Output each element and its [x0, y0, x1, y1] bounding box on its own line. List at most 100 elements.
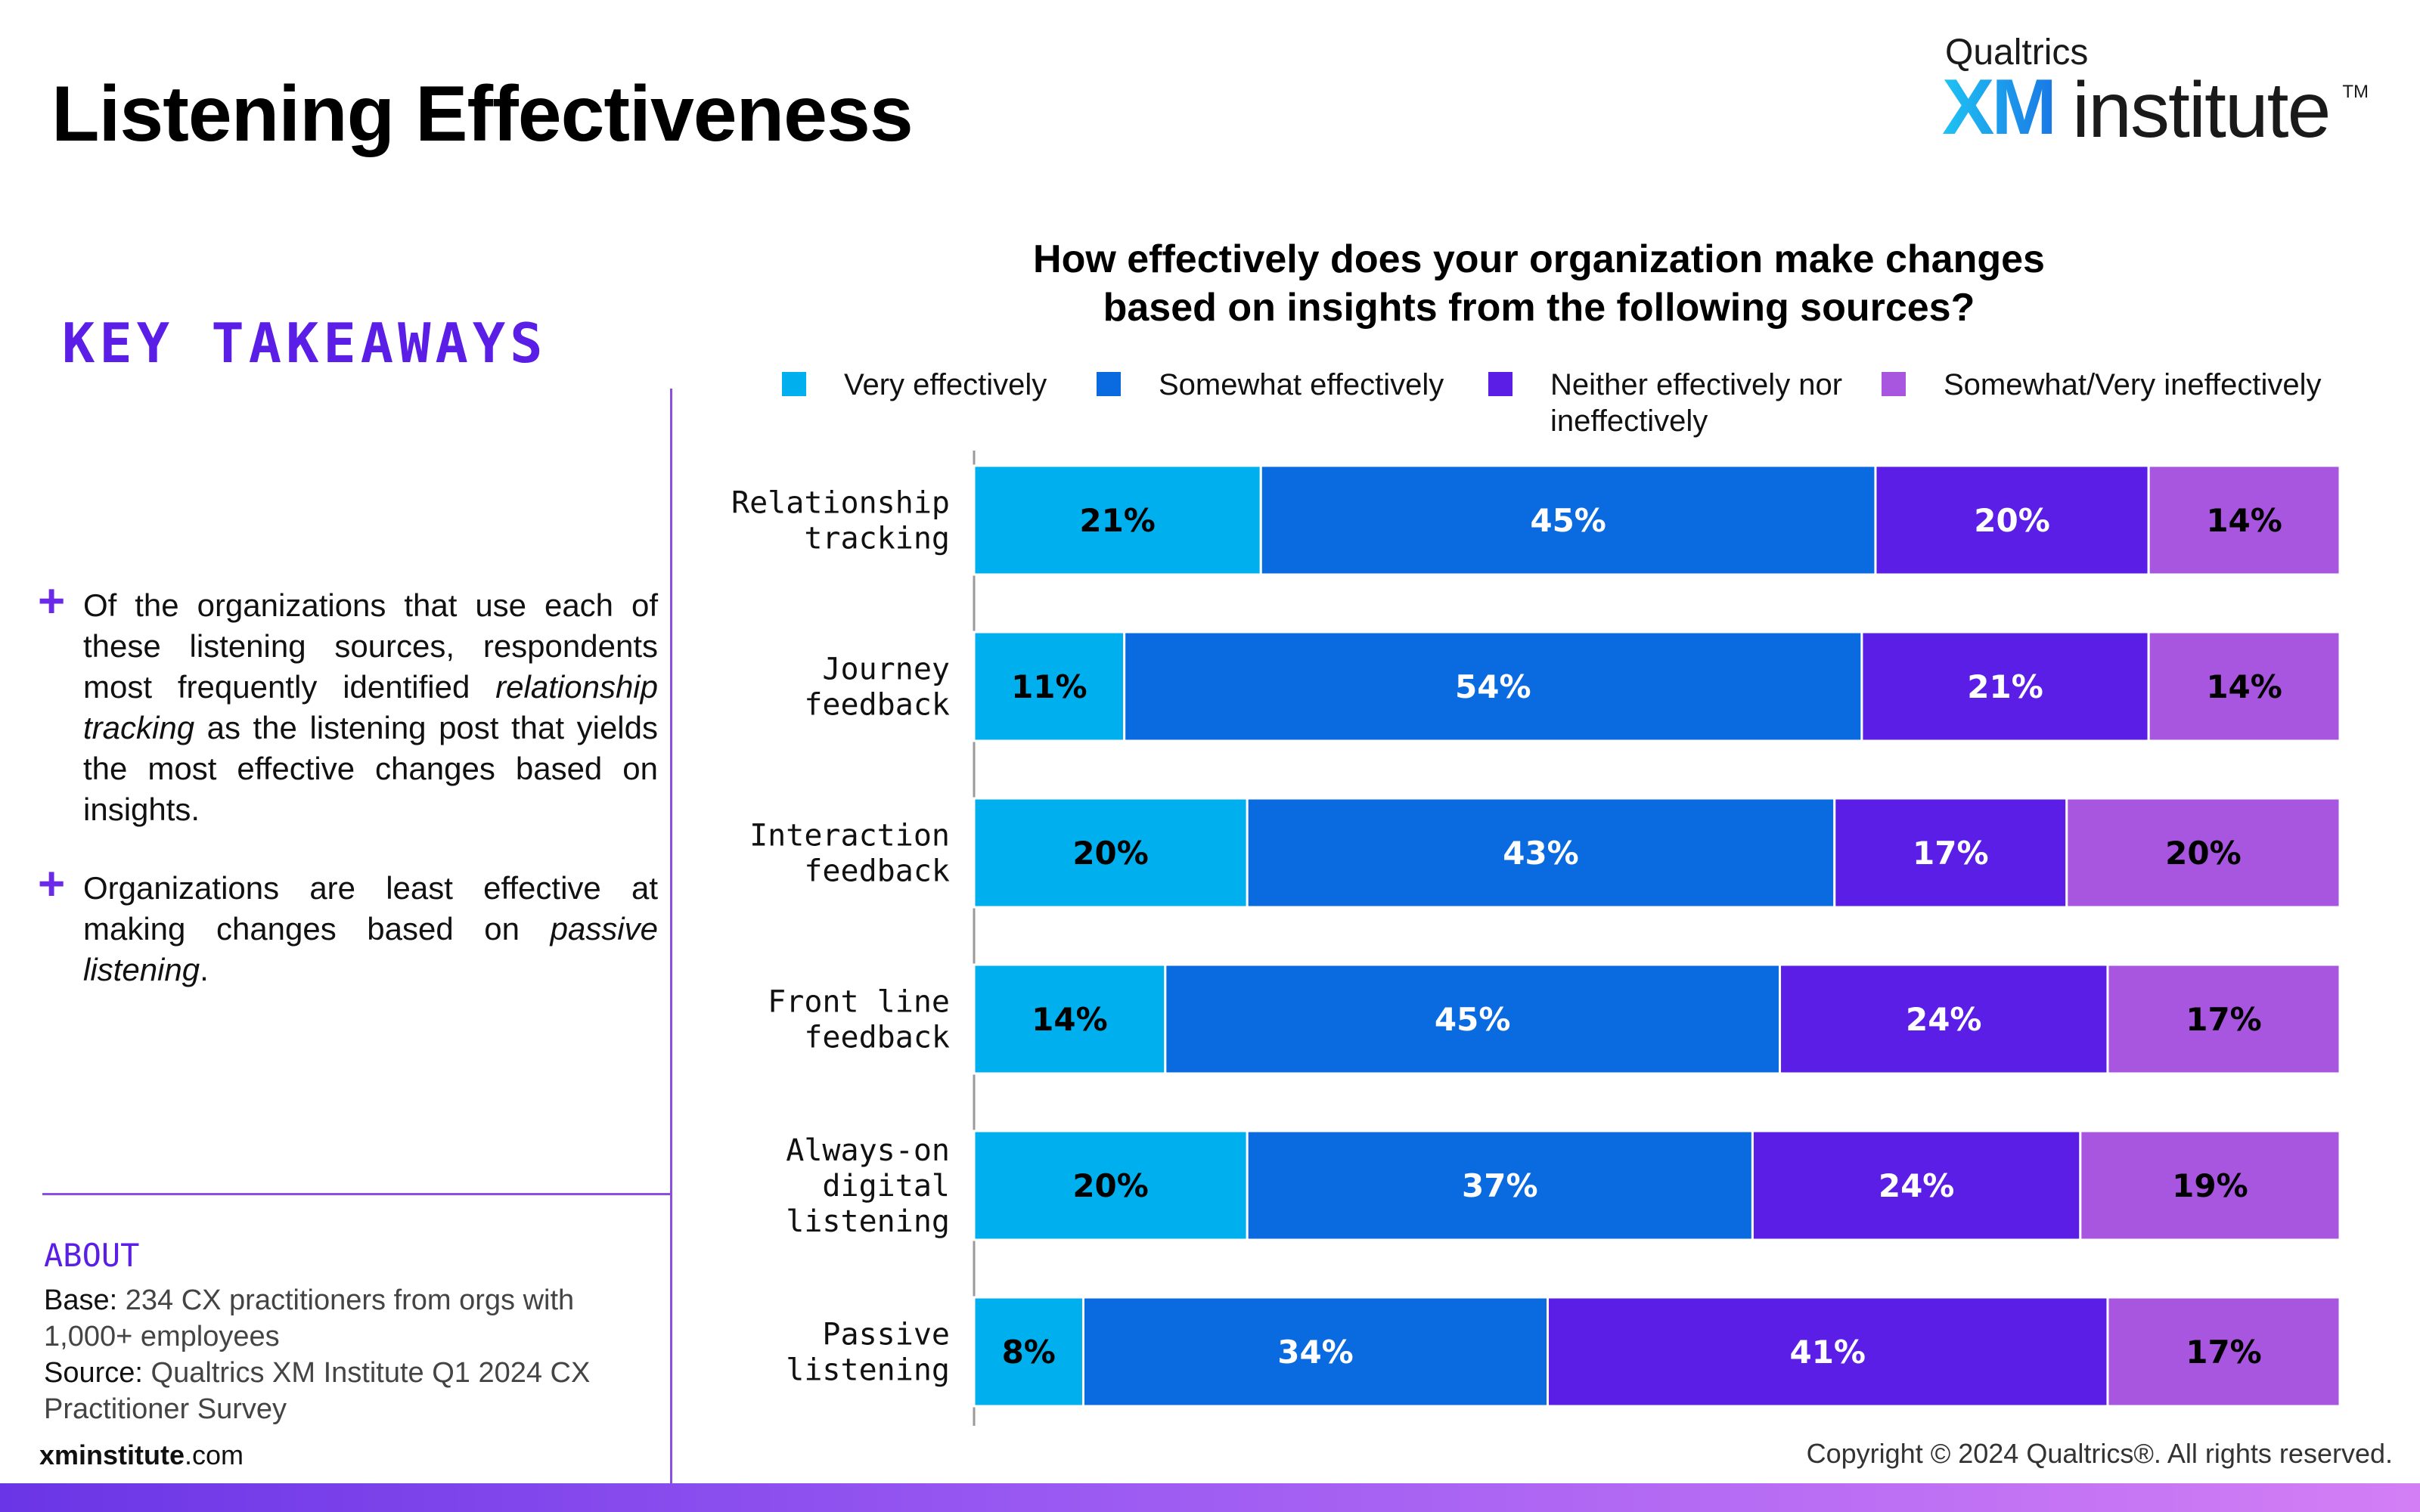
- category-label: Interaction feedback: [749, 819, 950, 889]
- bar-segment: [1246, 1129, 1754, 1241]
- chart-title-line: How effectively does your organization m…: [1033, 237, 2045, 281]
- takeaway-text-part: Organizations are least effective at mak…: [83, 870, 658, 947]
- category-label-line: listening: [786, 1353, 950, 1388]
- about-base: Base: 234 CX practitioners from orgs wit…: [44, 1282, 649, 1355]
- takeaway-text: Organizations are least effective at mak…: [83, 868, 658, 990]
- logo-institute-text: institute: [2072, 67, 2331, 154]
- bar-row: 11% 54% 21% 14%: [973, 631, 2341, 742]
- legend-label: Somewhat/Very ineffectively: [1944, 368, 2322, 401]
- bar-value-label: 14%: [2206, 668, 2282, 705]
- bar-segment: [1547, 1296, 2109, 1408]
- bar-value-label: 24%: [1879, 1167, 1955, 1204]
- category-label: Passive listening: [786, 1318, 950, 1388]
- category-label-line: Passive: [822, 1318, 950, 1352]
- plus-icon: +: [38, 575, 66, 627]
- bar-segment: [1874, 464, 2150, 576]
- category-label-line: Front line: [768, 985, 950, 1020]
- chart-legend: Very effectively Somewhat effectively Neit…: [782, 368, 2322, 438]
- bar-value-label: 45%: [1435, 1001, 1511, 1038]
- sidebar-divider-vertical: [670, 389, 672, 1485]
- about-source-text: Qualtrics XM Institute Q1 2024 CX Practi…: [44, 1357, 591, 1425]
- bar-value-label: 37%: [1462, 1167, 1538, 1204]
- takeaway-text-part: .: [200, 952, 209, 987]
- takeaway-text-part: Of the organizations that use each of th…: [83, 587, 658, 705]
- logo-xm-text: XM: [1942, 64, 2057, 151]
- category-label-line: tracking: [804, 522, 950, 556]
- bar-segment: [1123, 631, 1863, 742]
- copyright-text: Copyright © 2024 Qualtrics®. All rights …: [1806, 1438, 2393, 1469]
- bottom-gradient-band: [0, 1483, 2420, 1512]
- bar-segment: [1164, 963, 1782, 1075]
- about-source-label: Source:: [44, 1357, 143, 1389]
- bar-value-label: 14%: [1032, 1001, 1108, 1038]
- bar-segment: [1779, 963, 2109, 1075]
- bar-value-label: 45%: [1530, 502, 1606, 539]
- about-heading: ABOUT: [44, 1237, 140, 1274]
- category-label: Always-on digital listening: [786, 1133, 950, 1239]
- bar-segment: [2065, 797, 2341, 909]
- category-label-line: feedback: [804, 1021, 950, 1055]
- site-link-bold[interactable]: xminstitute: [39, 1439, 185, 1470]
- category-label-line: Relationship: [731, 486, 950, 521]
- bar-value-label: 34%: [1277, 1334, 1354, 1371]
- bar-segment: [973, 1129, 1249, 1241]
- category-label-line: listening: [786, 1204, 950, 1239]
- bar-segment: [973, 1296, 1084, 1408]
- bar-segment: [973, 631, 1126, 742]
- category-label-line: feedback: [804, 688, 950, 723]
- category-label-line: feedback: [804, 854, 950, 889]
- takeaway-emphasis: relationship tracking: [83, 669, 658, 745]
- bar-segment: [973, 963, 1167, 1075]
- takeaway-text-part: as the listening post that yields the mo…: [83, 710, 658, 827]
- bar-segment: [2147, 464, 2341, 576]
- chart-title: How effectively does your organization m…: [1033, 237, 2045, 330]
- bar-row: 20% 43% 17% 20%: [973, 797, 2341, 909]
- category-label-line: Always-on: [786, 1133, 950, 1168]
- bar-segment: [1259, 464, 1877, 576]
- bar-value-label: 20%: [1072, 835, 1149, 872]
- legend-label: Somewhat effectively: [1159, 368, 1444, 401]
- bar-segment: [1246, 797, 1836, 909]
- bar-value-label: 20%: [1974, 502, 2050, 539]
- logo-trademark: TM: [2342, 82, 2369, 102]
- site-link-suffix[interactable]: .com: [185, 1439, 244, 1470]
- bar-segment: [1751, 1129, 2082, 1241]
- chart-bars: 21% 45% 20% 14% 11% 54% 21% 14% 20% 43% 17% 20% 14% 4…: [973, 464, 2341, 1408]
- legend-swatch: [782, 372, 806, 396]
- bar-row: 8% 34% 41% 17%: [973, 1296, 2341, 1408]
- category-label-line: Interaction: [749, 819, 950, 854]
- sidebar-divider-horizontal: [42, 1193, 672, 1195]
- plus-icon: +: [38, 858, 66, 910]
- category-label: Journey feedback: [804, 652, 950, 723]
- site-link[interactable]: xminstitute.com: [39, 1439, 244, 1471]
- category-label-line: digital: [822, 1169, 950, 1204]
- bar-value-label: 14%: [2206, 502, 2282, 539]
- bar-segment: [1081, 1296, 1550, 1408]
- legend-label: Very effectively: [844, 368, 1047, 401]
- bar-row: 14% 45% 24% 17%: [973, 963, 2341, 1075]
- legend-swatch: [1488, 372, 1512, 396]
- bar-segment: [2106, 1296, 2341, 1408]
- bar-value-label: 17%: [1913, 835, 1989, 872]
- bar-value-label: 41%: [1789, 1334, 1866, 1371]
- legend-item: Very effectively: [782, 368, 1047, 401]
- bar-value-label: 21%: [1079, 502, 1156, 539]
- bar-row: 20% 37% 24% 19%: [973, 1129, 2341, 1241]
- legend-label: Neither effectively nor: [1550, 368, 1842, 401]
- about-base-label: Base:: [44, 1284, 118, 1316]
- category-labels: Relationship tracking Journey feedback Inter…: [731, 486, 950, 1388]
- bar-value-label: 8%: [1002, 1334, 1056, 1371]
- legend-swatch: [1097, 372, 1121, 396]
- bar-segment: [2079, 1129, 2341, 1241]
- bar-value-label: 54%: [1455, 668, 1531, 705]
- key-takeaways-heading: KEY TAKEAWAYS: [62, 311, 548, 375]
- bar-segment: [973, 797, 1249, 909]
- bar-segment: [1860, 631, 2150, 742]
- page-title: Listening Effectiveness: [51, 70, 914, 158]
- xm-institute-logo: Qualtrics XM institute TM: [1942, 32, 2369, 154]
- bar-segment: [2147, 631, 2341, 742]
- bar-value-label: 24%: [1906, 1001, 1982, 1038]
- bar-value-label: 11%: [1011, 668, 1087, 705]
